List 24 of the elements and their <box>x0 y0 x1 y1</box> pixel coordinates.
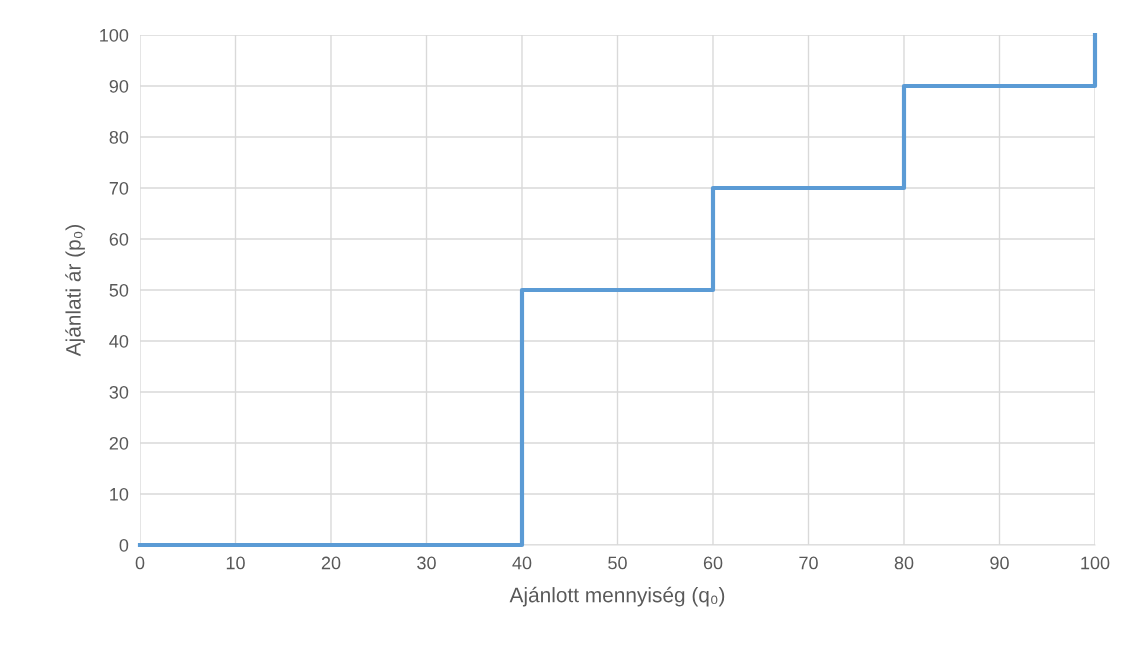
y-axis-title: Ajánlati ár (p₀) <box>65 225 85 357</box>
x-tick-label: 80 <box>894 556 914 570</box>
x-tick-label: 60 <box>703 556 723 570</box>
y-tick-label: 40 <box>109 334 129 348</box>
x-tick-label: 50 <box>608 556 627 570</box>
y-tick-label: 30 <box>109 385 129 399</box>
x-tick-label: 70 <box>799 556 818 570</box>
x-tick-label: 30 <box>417 556 436 570</box>
x-tick-label: 40 <box>512 556 532 570</box>
y-tick-label: 70 <box>109 181 129 195</box>
y-tick-label: 60 <box>109 232 129 246</box>
x-axis-title: Ajánlott mennyiség (q₀) <box>509 586 725 607</box>
x-tick-label: 10 <box>226 556 245 570</box>
x-tick-label: 100 <box>1081 556 1110 570</box>
y-tick-label: 90 <box>109 79 129 93</box>
y-tick-label: 20 <box>109 436 129 450</box>
x-tick-label: 0 <box>135 556 145 570</box>
y-tick-label: 80 <box>109 130 129 144</box>
y-tick-label: 10 <box>110 487 129 501</box>
x-tick-label: 20 <box>321 556 341 570</box>
y-tick-label: 100 <box>100 28 129 42</box>
y-tick-label: 50 <box>109 283 129 297</box>
x-tick-label: 90 <box>990 556 1009 570</box>
y-tick-label: 0 <box>119 538 129 552</box>
